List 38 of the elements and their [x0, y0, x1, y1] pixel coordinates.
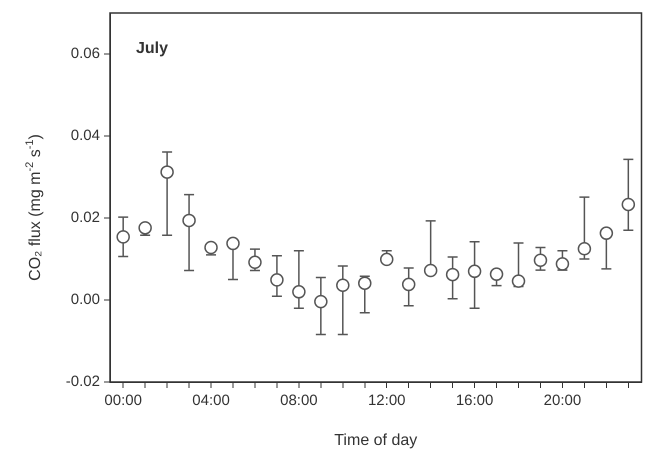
point: [468, 264, 482, 278]
x-tick-label: 00:00: [104, 392, 142, 410]
point: [248, 256, 262, 270]
x-tick-label: 04:00: [192, 392, 230, 410]
point: [116, 230, 130, 244]
x-axis-title: Time of day: [334, 432, 418, 449]
y-tick-label: 0.00: [70, 291, 100, 308]
point: [138, 221, 152, 235]
x-tick-label: 12:00: [368, 392, 406, 410]
point: [182, 214, 196, 228]
point: [380, 252, 394, 266]
y-tick-label: 0.02: [70, 209, 100, 226]
point: [160, 165, 174, 179]
point: [424, 264, 438, 278]
point: [446, 268, 460, 282]
point: [270, 273, 284, 287]
point: [578, 242, 592, 256]
point: [292, 285, 306, 299]
point: [534, 253, 548, 267]
point: [336, 278, 350, 292]
y-tick-label: 0.04: [70, 127, 100, 144]
point: [556, 257, 570, 271]
x-tick-label: 16:00: [456, 392, 494, 410]
text: July: [136, 40, 168, 57]
point: [358, 276, 372, 290]
x-tick-label: 08:00: [280, 392, 318, 410]
point: [512, 274, 526, 288]
y-tick-label: -0.02: [66, 373, 100, 390]
point: [600, 226, 614, 240]
point: [622, 198, 636, 212]
point: [490, 267, 504, 281]
point: [314, 294, 328, 308]
y-tick-label: 0.06: [70, 45, 100, 62]
point: [226, 236, 240, 250]
point: [204, 240, 218, 254]
point: [402, 278, 416, 292]
y-axis-title: CO₂ flux (mg m-2 s-1): [24, 134, 44, 281]
x-tick-label: 20:00: [544, 392, 582, 410]
